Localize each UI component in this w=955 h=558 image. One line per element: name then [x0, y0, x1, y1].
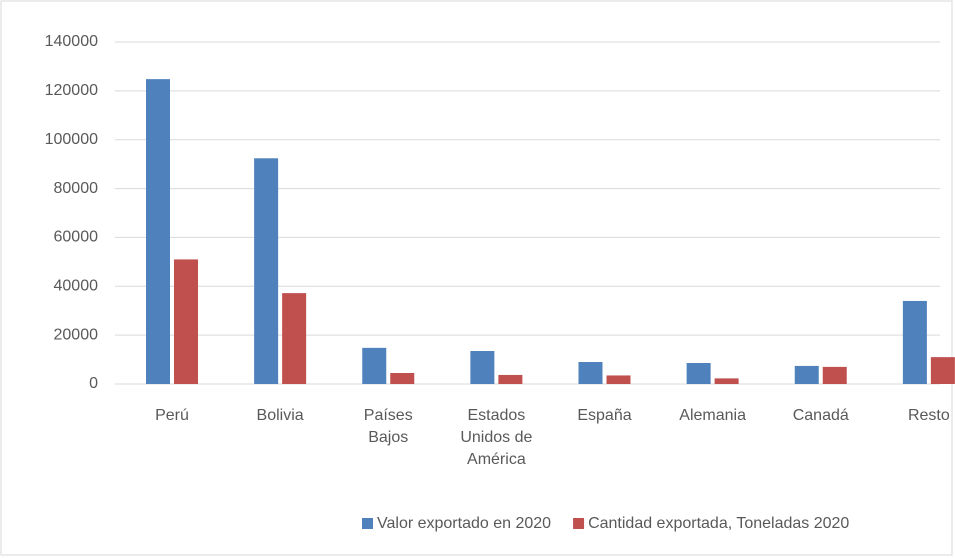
y-tick-label: 120000 [45, 82, 98, 99]
y-tick-label: 100000 [45, 131, 98, 148]
y-tick-label: 0 [89, 375, 98, 392]
legend-swatch [573, 518, 585, 529]
x-tick-label: Perú [155, 407, 189, 424]
legend-label: Cantidad exportada, Toneladas 2020 [588, 515, 849, 532]
bar [930, 357, 955, 384]
y-tick-label: 20000 [54, 326, 99, 343]
bar [470, 351, 495, 384]
bar [822, 366, 847, 384]
x-tick-label: Países Bajos [363, 407, 413, 446]
bar [686, 362, 711, 384]
bar [902, 300, 927, 384]
bar [714, 378, 739, 384]
bar [282, 293, 307, 384]
bar [578, 362, 603, 384]
y-tick-label: 40000 [54, 278, 99, 295]
x-tick-label: España [577, 407, 632, 424]
bar [146, 79, 170, 384]
bar [794, 365, 819, 384]
x-tick-label: Bolivia [256, 407, 304, 424]
bar [390, 373, 415, 384]
bar [362, 347, 387, 384]
bar [254, 158, 279, 384]
x-tick-label: Alemania [679, 407, 746, 424]
x-tick-label: Canadá [792, 407, 849, 424]
y-tick-label: 80000 [54, 180, 99, 197]
legend-swatch [362, 518, 373, 529]
y-tick-label: 140000 [45, 33, 98, 50]
bar [498, 374, 523, 384]
bar [174, 259, 198, 384]
bar [606, 375, 631, 384]
y-tick-label: 60000 [54, 229, 99, 246]
x-tick-label: Estados Unidos de América [460, 407, 533, 468]
legend-label: Valor exportado en 2020 [377, 515, 551, 532]
x-tick-label: Resto [907, 407, 950, 424]
